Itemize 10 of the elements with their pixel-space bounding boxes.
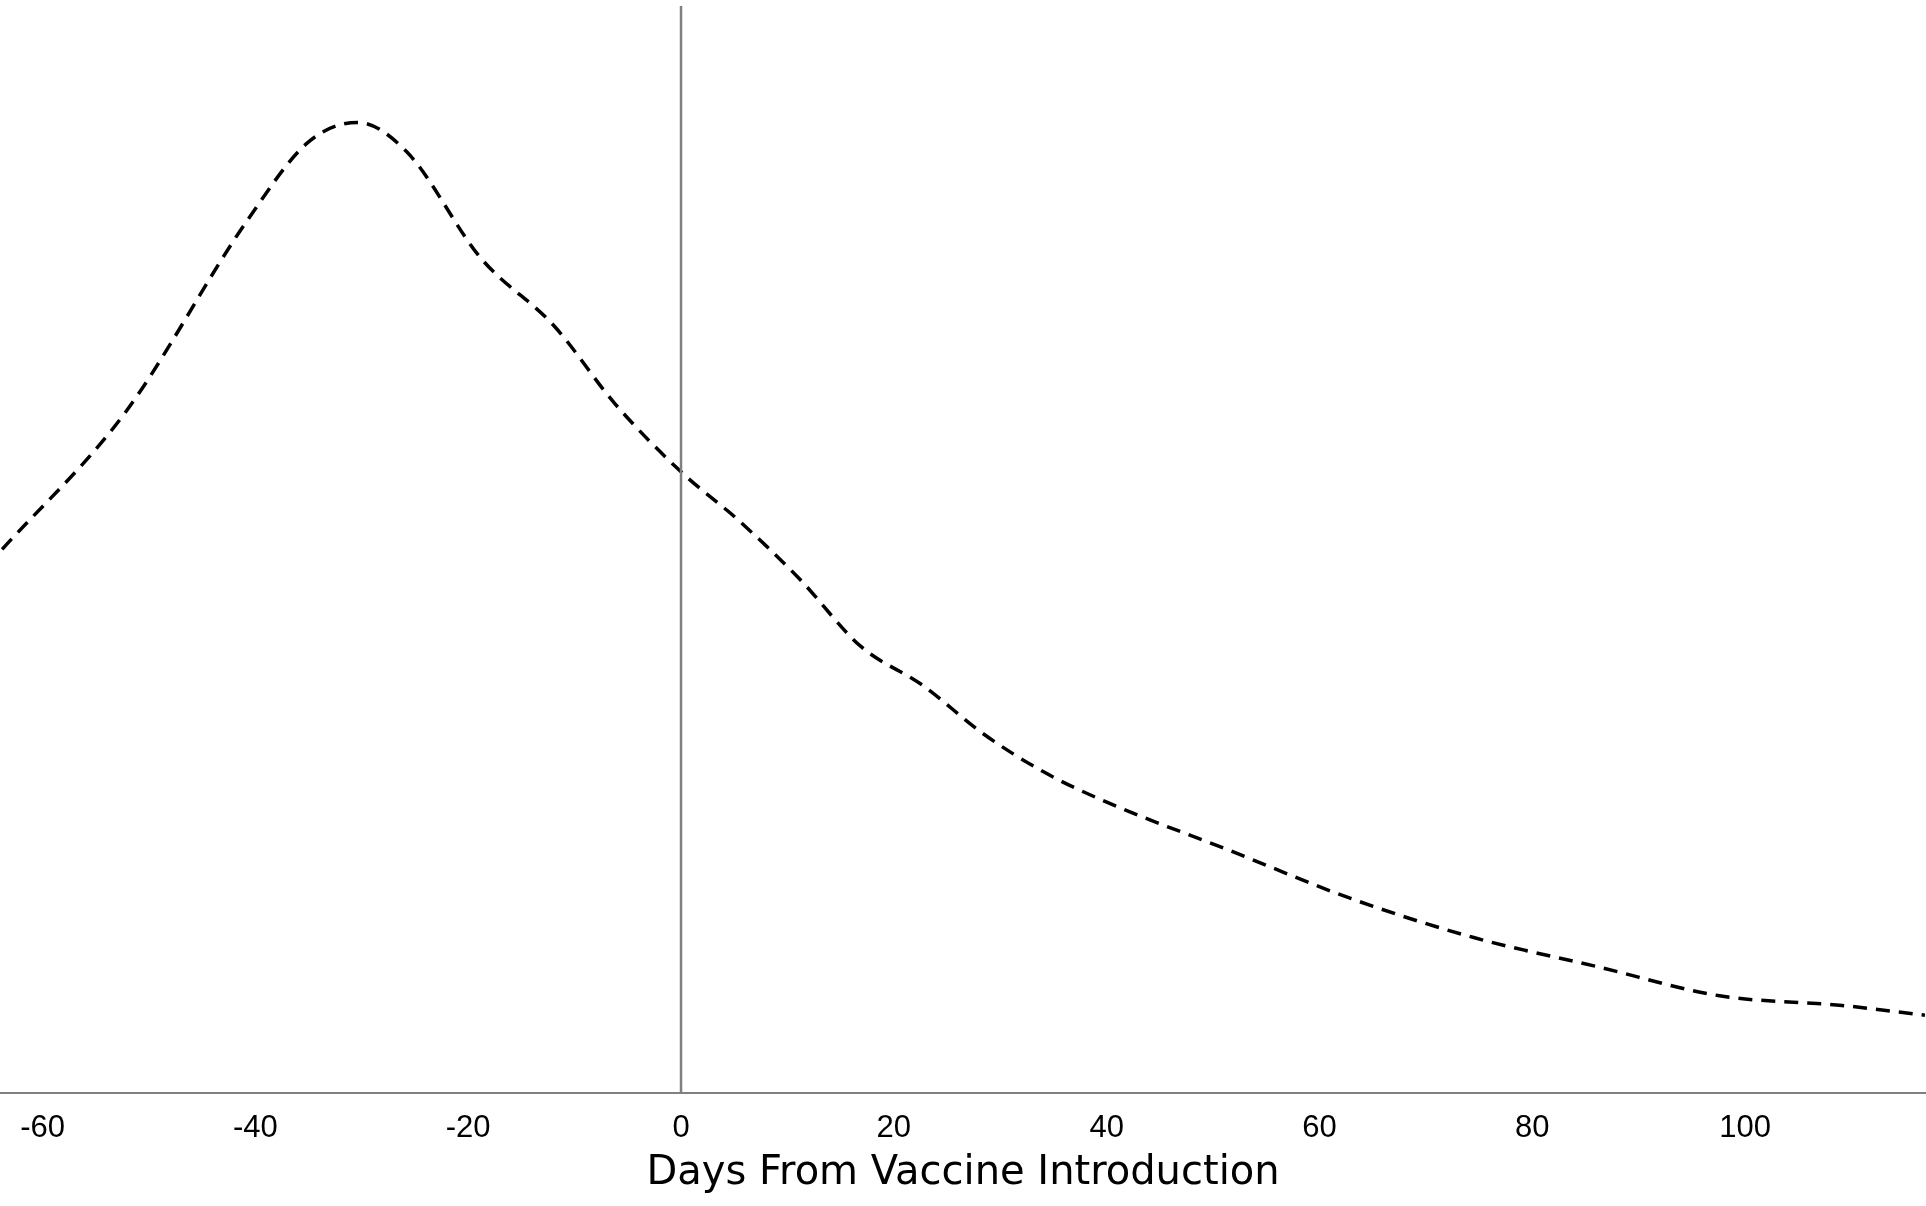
x-tick-label: 60 <box>1302 1108 1337 1144</box>
x-tick-label: 20 <box>876 1108 912 1144</box>
x-axis-title: Days From Vaccine Introduction <box>646 1147 1280 1194</box>
x-tick-label: -20 <box>445 1108 491 1144</box>
x-tick-label: 0 <box>672 1108 690 1144</box>
x-tick-label: 40 <box>1089 1108 1124 1144</box>
x-tick-label: -60 <box>20 1108 65 1144</box>
x-tick-label: 80 <box>1515 1108 1550 1144</box>
x-tick-label: 100 <box>1719 1108 1771 1144</box>
x-tick-label: -40 <box>232 1108 278 1144</box>
